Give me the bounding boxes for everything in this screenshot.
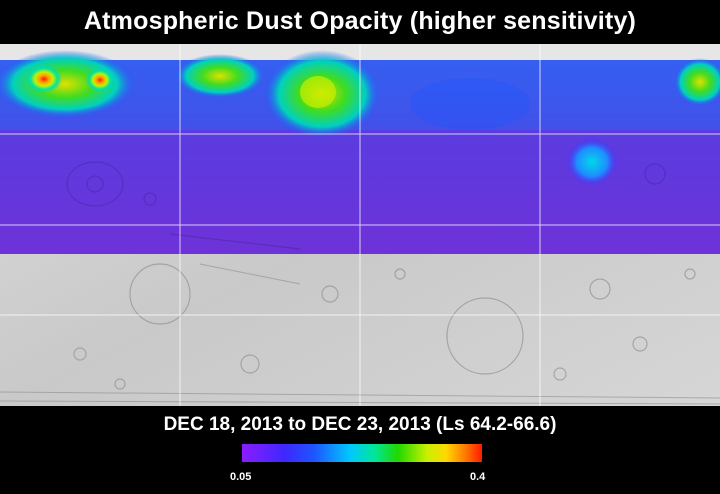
dust-patch-east xyxy=(674,58,720,106)
dust-patch-southeast xyxy=(566,138,618,186)
dust-patch-central-peak xyxy=(300,76,336,108)
map-title: Atmospheric Dust Opacity (higher sensiti… xyxy=(83,6,637,35)
dust-patch-west-peak2 xyxy=(86,68,114,92)
colorbar xyxy=(242,444,482,462)
mars-map xyxy=(0,44,720,406)
colorbar-min-label: 0.05 xyxy=(230,471,252,483)
dust-patch-central-west xyxy=(175,54,265,98)
dust-patch-mid-blue xyxy=(410,78,530,130)
terrain-features xyxy=(73,263,696,390)
dust-patch-west xyxy=(0,50,135,118)
colorbar-max-label: 0.4 xyxy=(470,471,486,483)
date-range-label: DEC 18, 2013 to DEC 23, 2013 (Ls 64.2-66… xyxy=(163,414,557,435)
overlay-terrain-features xyxy=(66,161,666,250)
lat-lon-grid xyxy=(0,44,720,406)
dust-patch-west-peak xyxy=(26,65,62,93)
